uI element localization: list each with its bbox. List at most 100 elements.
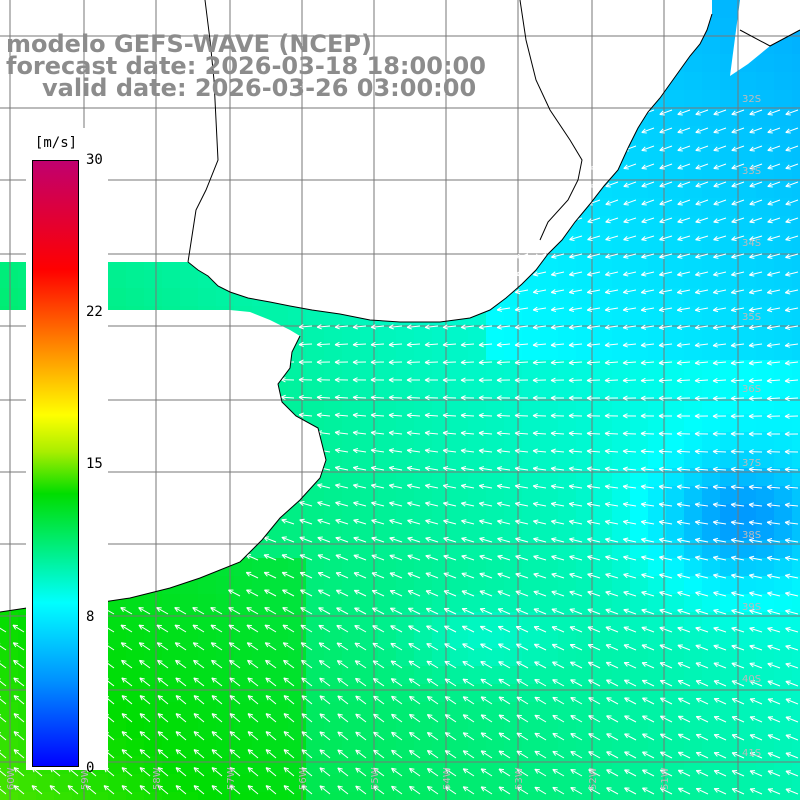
field-cell bbox=[342, 702, 361, 721]
field-cell bbox=[288, 792, 307, 800]
wind-arrow bbox=[676, 448, 691, 455]
field-cell bbox=[540, 540, 559, 559]
latitude-label: 34S bbox=[742, 238, 761, 249]
field-cell bbox=[756, 486, 775, 505]
field-cell bbox=[774, 594, 793, 613]
field-cell bbox=[288, 630, 307, 649]
field-cell bbox=[486, 504, 505, 523]
wind-arrow bbox=[640, 413, 655, 419]
wind-arrow bbox=[442, 430, 457, 436]
longitude-label: 53W bbox=[514, 767, 525, 790]
wind-arrow bbox=[677, 253, 691, 259]
field-cell bbox=[540, 594, 559, 613]
field-cell bbox=[504, 468, 523, 487]
field-cell bbox=[792, 522, 800, 541]
wind-arrow bbox=[785, 235, 799, 242]
field-cell bbox=[126, 756, 145, 775]
field-cell bbox=[450, 450, 469, 469]
wind-arrow bbox=[551, 235, 565, 241]
field-cell bbox=[396, 450, 415, 469]
field-cell bbox=[648, 288, 667, 307]
land-mask bbox=[0, 0, 800, 612]
field-cell bbox=[720, 792, 739, 800]
field-cell bbox=[612, 216, 631, 235]
field-cell bbox=[684, 468, 703, 487]
wind-arrow bbox=[586, 324, 601, 330]
wind-arrow bbox=[388, 465, 403, 472]
field-cell bbox=[720, 432, 739, 451]
wind-arrow bbox=[587, 235, 601, 241]
field-cell bbox=[450, 486, 469, 505]
wind-arrow bbox=[622, 289, 637, 295]
field-cell bbox=[144, 630, 163, 649]
field-cell bbox=[792, 738, 800, 757]
wind-arrow bbox=[568, 306, 583, 312]
field-cell bbox=[612, 378, 631, 397]
field-cell bbox=[774, 432, 793, 451]
wind-arrow bbox=[731, 109, 745, 116]
field-cell bbox=[684, 612, 703, 631]
wind-arrow bbox=[695, 127, 709, 134]
field-cell bbox=[612, 450, 631, 469]
field-cell bbox=[324, 540, 343, 559]
wind-arrow bbox=[622, 306, 637, 313]
wind-arrow bbox=[299, 501, 313, 507]
field-cell bbox=[324, 558, 343, 577]
field-cell bbox=[702, 54, 721, 73]
field-cell bbox=[792, 468, 800, 487]
wind-arrow bbox=[551, 253, 565, 259]
field-cell bbox=[756, 54, 775, 73]
field-cell bbox=[360, 396, 379, 415]
field-cell bbox=[468, 756, 487, 775]
wind-arrow bbox=[353, 483, 367, 489]
field-cell bbox=[216, 630, 235, 649]
field-cell bbox=[270, 558, 289, 577]
wind-arrow bbox=[676, 324, 691, 330]
wind-arrow bbox=[712, 289, 727, 295]
wind-arrow bbox=[749, 127, 763, 134]
wind-arrow bbox=[406, 395, 421, 401]
field-cell bbox=[738, 612, 757, 631]
field-cell bbox=[792, 180, 800, 199]
wind-arrow bbox=[604, 324, 619, 330]
field-cell bbox=[432, 648, 451, 667]
wind-arrow bbox=[353, 501, 367, 507]
wind-arrow bbox=[784, 360, 799, 366]
field-cell bbox=[144, 270, 163, 289]
wind-arrow bbox=[767, 199, 781, 206]
field-cell bbox=[720, 630, 739, 649]
field-cell bbox=[738, 450, 757, 469]
field-cell bbox=[324, 630, 343, 649]
field-cell bbox=[756, 432, 775, 451]
wind-arrow bbox=[533, 235, 547, 241]
field-cell bbox=[468, 450, 487, 469]
field-cell bbox=[792, 90, 800, 109]
field-cell bbox=[576, 378, 595, 397]
field-cell bbox=[162, 756, 181, 775]
field-cell bbox=[684, 630, 703, 649]
field-cell bbox=[558, 576, 577, 595]
wind-arrow bbox=[568, 342, 583, 348]
wind-arrow bbox=[712, 466, 727, 472]
field-cell bbox=[342, 468, 361, 487]
wind-arrow bbox=[640, 306, 655, 313]
wind-arrow bbox=[388, 341, 403, 348]
wind-arrow bbox=[622, 395, 637, 401]
wind-arrow bbox=[730, 395, 745, 402]
field-cell bbox=[684, 72, 703, 91]
field-cell bbox=[774, 576, 793, 595]
field-cell bbox=[486, 576, 505, 595]
wind-arrow bbox=[604, 306, 619, 313]
field-cell bbox=[198, 792, 217, 800]
field-cell bbox=[432, 378, 451, 397]
field-cell bbox=[648, 522, 667, 541]
wind-arrow bbox=[712, 377, 727, 384]
field-cell bbox=[576, 576, 595, 595]
field-cell bbox=[504, 684, 523, 703]
field-cell bbox=[720, 396, 739, 415]
wind-arrow bbox=[784, 324, 799, 331]
latitude-label: 36S bbox=[742, 384, 761, 395]
field-cell bbox=[252, 756, 271, 775]
field-cell bbox=[504, 792, 523, 800]
